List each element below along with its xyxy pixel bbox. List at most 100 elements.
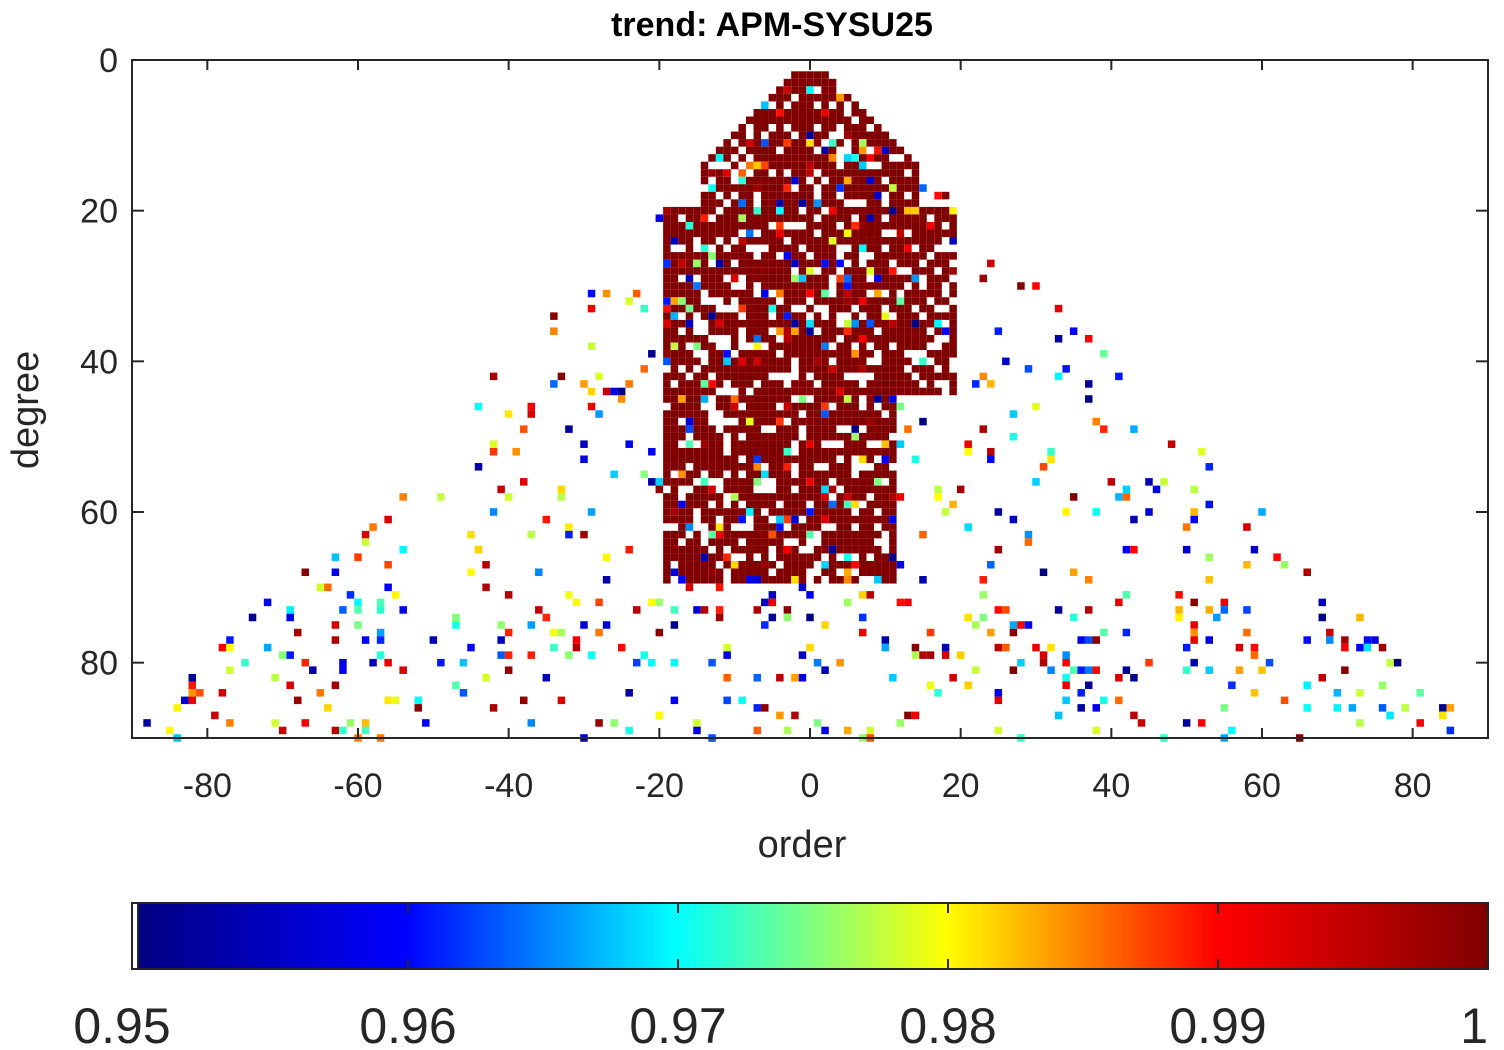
heatmap-cell (858, 485, 867, 494)
heatmap-cell (693, 304, 701, 313)
heatmap-cell (730, 312, 739, 320)
heatmap-cell (670, 447, 679, 456)
heatmap-cell (678, 425, 686, 433)
heatmap-cell (693, 289, 701, 298)
heatmap-cell (572, 643, 581, 652)
heatmap-cell (723, 214, 731, 222)
heatmap-cell (919, 319, 927, 328)
heatmap-cell (761, 161, 769, 170)
heatmap-cell (866, 447, 875, 456)
heatmap-cell (874, 244, 882, 253)
heatmap-cell (791, 380, 799, 388)
heatmap-cell (828, 410, 837, 418)
heatmap-cell (858, 365, 867, 373)
heatmap-cell (881, 560, 890, 569)
heatmap-cell (806, 485, 814, 494)
heatmap-cell (806, 169, 814, 177)
heatmap-cell (1280, 696, 1289, 705)
heatmap-cell (851, 402, 859, 411)
heatmap-cell (798, 508, 807, 516)
heatmap-cell (881, 312, 890, 320)
heatmap-cell (723, 643, 731, 652)
heatmap-cell (715, 214, 724, 222)
heatmap-cell (843, 568, 852, 577)
heatmap-cell (1092, 508, 1101, 516)
heatmap-cell (791, 229, 799, 238)
heatmap-cell (911, 267, 920, 275)
heatmap-cell (971, 621, 980, 629)
heatmap-cell (858, 410, 867, 418)
heatmap-cell (851, 267, 859, 275)
heatmap-cell (761, 576, 769, 584)
heatmap-cell (730, 440, 739, 448)
heatmap-cell (1363, 643, 1372, 652)
heatmap-cell (723, 319, 731, 328)
heatmap-cell (896, 229, 905, 238)
heatmap-cell (745, 576, 754, 584)
heatmap-cell (843, 357, 852, 366)
heatmap-cell (911, 221, 920, 230)
heatmap-cell (685, 500, 694, 509)
heatmap-cell (843, 93, 852, 102)
heatmap-cell (881, 365, 890, 373)
heatmap-cell (828, 417, 837, 426)
heatmap-cell (813, 93, 822, 102)
heatmap-cell (874, 289, 882, 298)
heatmap-cell (881, 455, 890, 464)
heatmap-cell (708, 523, 716, 531)
heatmap-cell (1069, 493, 1078, 501)
heatmap-cell (851, 237, 859, 245)
heatmap-cell (715, 553, 724, 561)
heatmap-cell (889, 169, 897, 177)
heatmap-cell (836, 365, 844, 373)
heatmap-cell (889, 402, 897, 411)
heatmap-cell (813, 432, 822, 441)
heatmap-cell (776, 191, 784, 200)
heatmap-cell (693, 402, 701, 411)
heatmap-cell (1167, 440, 1176, 448)
heatmap-cell (896, 206, 905, 215)
heatmap-cell (753, 146, 762, 155)
heatmap-cell (693, 568, 701, 577)
heatmap-cell (708, 455, 716, 464)
heatmap-cell (806, 357, 814, 366)
heatmap-cell (776, 711, 784, 720)
heatmap-cell (715, 432, 724, 441)
heatmap-cell (806, 508, 814, 516)
heatmap-cell (851, 350, 859, 358)
heatmap-cell (896, 402, 905, 411)
heatmap-cell (745, 380, 754, 388)
heatmap-cell (715, 538, 724, 546)
heatmap-cell (874, 478, 882, 486)
heatmap-cell (881, 463, 890, 471)
heatmap-cell (889, 274, 897, 283)
heatmap-cell (723, 530, 731, 539)
heatmap-cell (1220, 606, 1229, 614)
heatmap-cell (889, 508, 897, 516)
heatmap-cell (1393, 658, 1402, 667)
heatmap-cell (745, 191, 754, 200)
heatmap-cell (738, 387, 746, 396)
heatmap-cell (821, 485, 829, 494)
heatmap-cell (828, 176, 837, 185)
heatmap-cell (874, 553, 882, 561)
heatmap-cell (753, 568, 762, 577)
heatmap-cell (293, 696, 302, 705)
heatmap-cell (301, 719, 310, 727)
heatmap-cell (1077, 689, 1085, 697)
heatmap-cell (791, 478, 799, 486)
heatmap-cell (821, 267, 829, 275)
heatmap-cell (504, 651, 513, 659)
heatmap-cell (753, 440, 762, 448)
heatmap-cell (730, 530, 739, 539)
heatmap-cell (941, 350, 950, 358)
heatmap-cell (851, 560, 859, 569)
heatmap-cell (791, 576, 799, 584)
heatmap-cell (700, 169, 709, 177)
heatmap-cell (595, 410, 603, 418)
heatmap-cell (678, 500, 686, 509)
heatmap-cell (632, 606, 641, 614)
heatmap-cell (836, 357, 844, 366)
heatmap-cell (700, 237, 709, 245)
heatmap-cell (776, 380, 784, 388)
